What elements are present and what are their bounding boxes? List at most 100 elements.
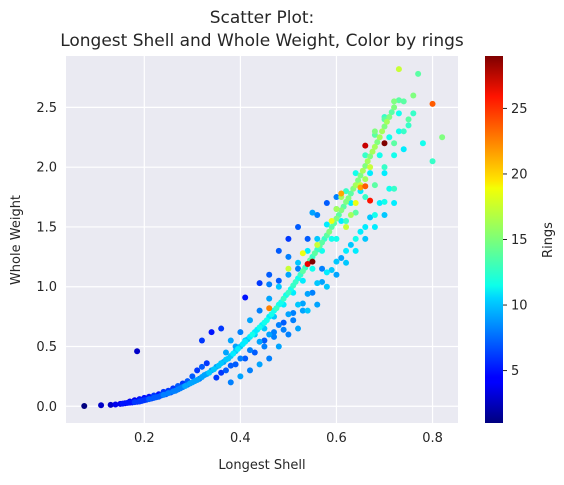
data-point bbox=[276, 322, 282, 328]
data-point bbox=[401, 146, 407, 152]
data-point bbox=[309, 259, 315, 265]
data-point bbox=[439, 134, 445, 140]
data-point bbox=[290, 317, 296, 323]
data-point bbox=[362, 194, 368, 200]
data-point bbox=[391, 98, 397, 104]
data-point bbox=[314, 236, 320, 242]
data-point bbox=[261, 343, 267, 349]
y-tick-labels: 0.0 0.5 1.0 1.5 2.0 2.5 bbox=[36, 101, 57, 415]
data-point bbox=[362, 183, 368, 189]
data-point bbox=[367, 164, 373, 170]
y-tick-label: 2.5 bbox=[36, 101, 57, 116]
data-point bbox=[285, 266, 291, 272]
colorbar bbox=[485, 56, 503, 423]
data-point bbox=[266, 305, 272, 311]
data-point bbox=[382, 164, 388, 170]
data-point bbox=[266, 332, 272, 338]
data-point bbox=[223, 349, 229, 355]
data-point bbox=[401, 128, 407, 134]
data-point bbox=[410, 92, 416, 98]
data-point bbox=[206, 370, 212, 376]
data-point bbox=[281, 327, 287, 333]
data-point bbox=[235, 346, 241, 352]
data-point bbox=[218, 326, 224, 332]
colorbar-tick-label: 5 bbox=[511, 364, 519, 379]
data-point bbox=[362, 236, 368, 242]
data-point bbox=[300, 268, 306, 274]
data-point bbox=[382, 212, 388, 218]
data-point bbox=[305, 291, 311, 297]
data-point bbox=[396, 66, 402, 72]
data-point bbox=[314, 302, 320, 308]
data-point bbox=[379, 128, 385, 134]
data-point bbox=[134, 348, 140, 354]
data-point bbox=[223, 367, 229, 373]
data-point bbox=[382, 199, 388, 205]
data-point bbox=[194, 367, 200, 373]
x-tick-label: 0.2 bbox=[134, 431, 155, 446]
data-point bbox=[382, 140, 388, 146]
data-point bbox=[401, 98, 407, 104]
data-point bbox=[295, 326, 301, 332]
data-point bbox=[430, 158, 436, 164]
data-point bbox=[384, 119, 390, 125]
colorbar-ticks: 510152025 bbox=[503, 102, 528, 379]
data-point bbox=[242, 339, 248, 345]
data-point bbox=[295, 260, 301, 266]
y-axis-label: Whole Weight bbox=[9, 195, 24, 285]
data-point bbox=[406, 122, 412, 128]
data-point bbox=[372, 182, 378, 188]
data-point bbox=[247, 347, 253, 353]
data-point bbox=[333, 259, 339, 265]
data-point bbox=[382, 170, 388, 176]
data-point bbox=[285, 236, 291, 242]
x-tick-label: 0.6 bbox=[326, 431, 347, 446]
x-tick-label: 0.4 bbox=[230, 431, 251, 446]
data-point bbox=[285, 254, 291, 260]
data-point bbox=[329, 218, 335, 224]
data-point bbox=[237, 355, 243, 361]
data-point bbox=[348, 242, 354, 248]
colorbar-label: Rings bbox=[541, 222, 556, 258]
data-point bbox=[230, 351, 236, 357]
data-point bbox=[266, 296, 272, 302]
data-point bbox=[257, 361, 263, 367]
data-point bbox=[285, 272, 291, 278]
data-point bbox=[257, 324, 263, 330]
data-point bbox=[285, 311, 291, 317]
data-point bbox=[293, 279, 299, 285]
data-point bbox=[353, 200, 359, 206]
data-point bbox=[295, 224, 301, 230]
data-point bbox=[305, 308, 311, 314]
data-point bbox=[281, 296, 287, 302]
data-point bbox=[406, 116, 412, 122]
data-point bbox=[372, 144, 378, 150]
data-point bbox=[81, 403, 87, 409]
data-point bbox=[338, 190, 344, 196]
data-point bbox=[98, 402, 104, 408]
data-point bbox=[324, 200, 330, 206]
data-point bbox=[276, 278, 282, 284]
data-point bbox=[410, 110, 416, 116]
data-point bbox=[319, 266, 325, 272]
data-point bbox=[372, 128, 378, 134]
y-tick-label: 1.5 bbox=[36, 220, 57, 235]
data-point bbox=[247, 317, 253, 323]
data-point bbox=[211, 366, 217, 372]
data-point bbox=[228, 338, 234, 344]
data-point bbox=[312, 250, 318, 256]
data-point bbox=[285, 290, 291, 296]
data-point bbox=[420, 140, 426, 146]
x-tick-labels: 0.2 0.4 0.6 0.8 bbox=[134, 431, 443, 446]
data-point bbox=[266, 281, 272, 287]
data-point bbox=[367, 198, 373, 204]
data-point bbox=[360, 168, 366, 174]
data-point bbox=[273, 305, 279, 311]
y-tick-label: 0.5 bbox=[36, 340, 57, 355]
data-point bbox=[276, 284, 282, 290]
data-point bbox=[228, 379, 234, 385]
colorbar-tick-label: 20 bbox=[511, 167, 528, 182]
data-point bbox=[314, 280, 320, 286]
data-point bbox=[264, 317, 270, 323]
colorbar-tick-label: 15 bbox=[511, 233, 528, 248]
